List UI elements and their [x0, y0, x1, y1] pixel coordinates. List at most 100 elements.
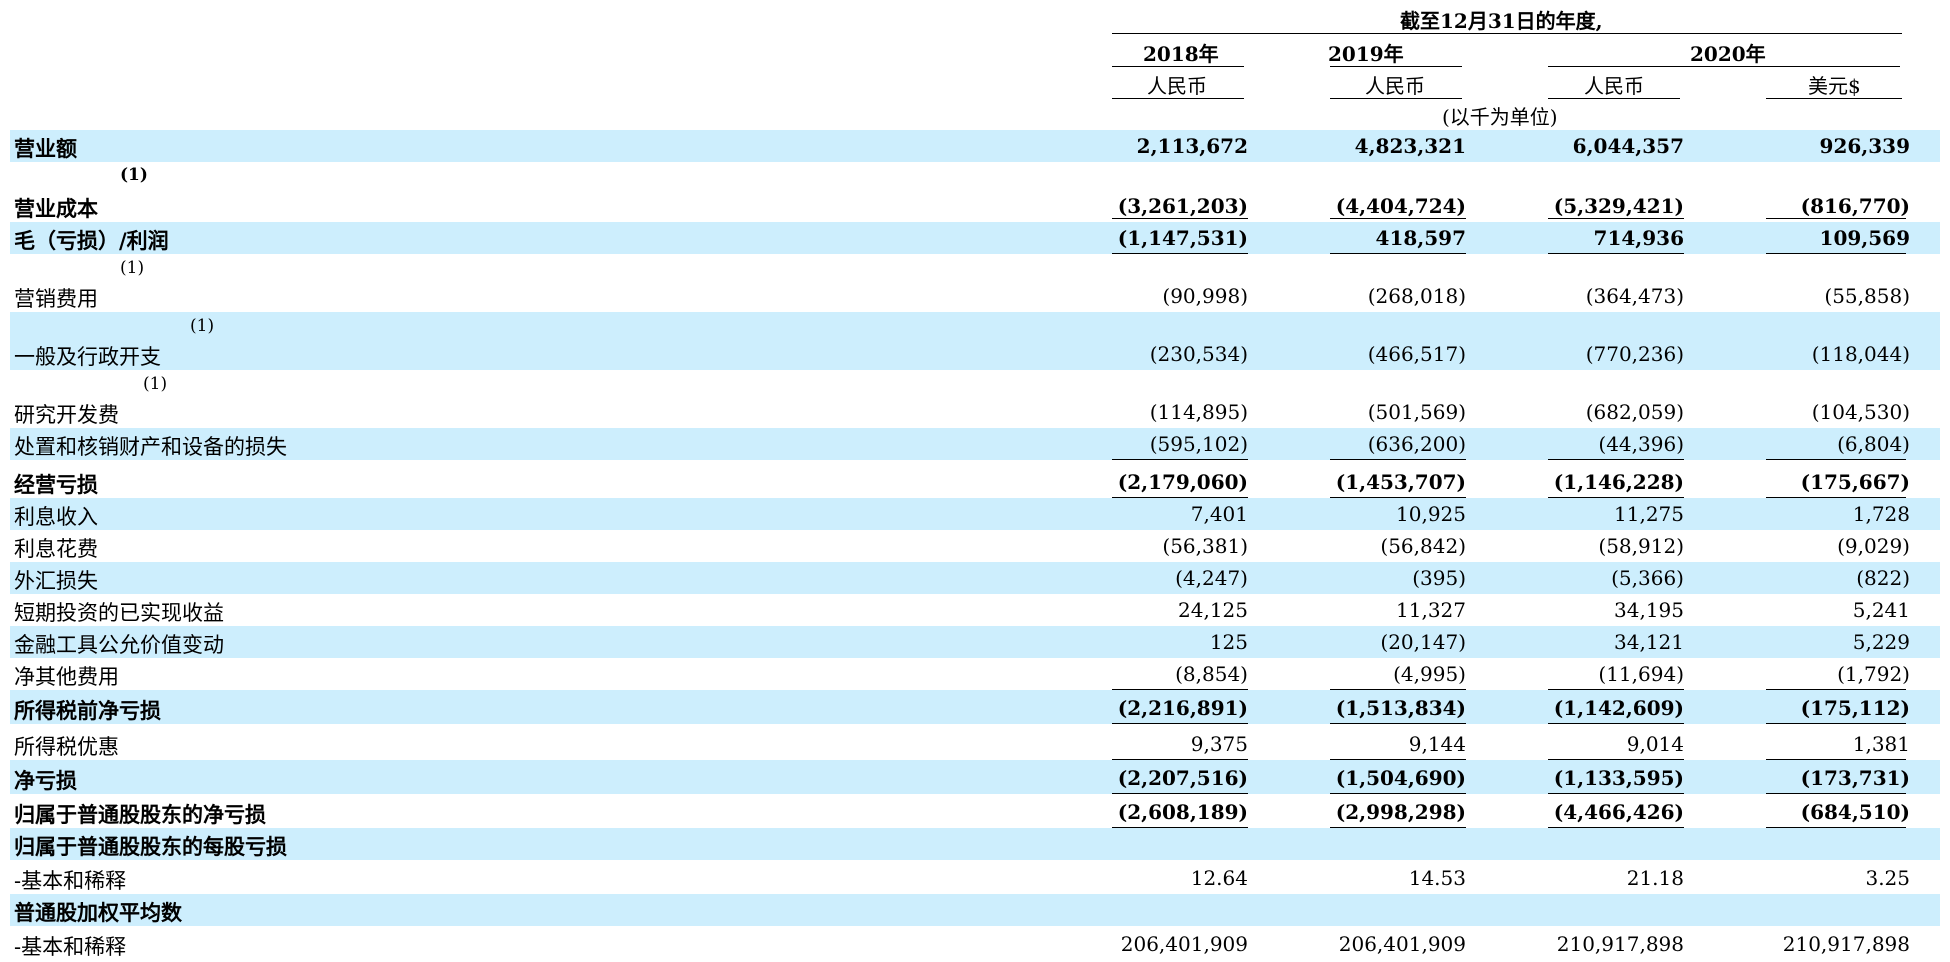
subtotal-rule: [1330, 723, 1466, 724]
currency-2020-usd: 美元$: [1808, 74, 1861, 98]
cell-value: (55,858): [1824, 284, 1910, 308]
row-label: 外汇损失: [14, 569, 98, 593]
row-label: 所得税优惠: [14, 735, 119, 759]
subtotal-rule: [1112, 253, 1248, 254]
subtotal-rule: [1548, 759, 1684, 760]
cell-value: (1,142,609): [1553, 696, 1684, 720]
cell-value: 714,936: [1593, 226, 1684, 250]
year-2020-underline: [1548, 66, 1900, 67]
cell-value: 34,195: [1614, 598, 1684, 622]
cell-value: (11,694): [1598, 662, 1684, 686]
cell-value: 418,597: [1375, 226, 1466, 250]
subtotal-rule: [1766, 459, 1906, 460]
cell-value: (5,366): [1611, 566, 1684, 590]
row-label: 利息收入: [14, 505, 98, 529]
cell-value: (364,473): [1585, 284, 1684, 308]
subtotal-rule: [1548, 459, 1684, 460]
cell-value: (56,381): [1162, 534, 1248, 558]
footnote-marker: (1): [120, 165, 148, 185]
cell-value: (44,396): [1598, 432, 1684, 456]
subtotal-rule: [1112, 689, 1248, 690]
cell-value: 125: [1209, 630, 1248, 654]
year-2018: 2018年: [1143, 42, 1219, 66]
cell-value: (822): [1856, 566, 1910, 590]
row-label: 归属于普通股股东的净亏损: [14, 802, 266, 827]
cell-value: 1,381: [1852, 732, 1910, 756]
subtotal-rule: [1766, 218, 1906, 219]
subtotal-rule: [1112, 827, 1248, 828]
cell-value: 6,044,357: [1572, 134, 1684, 158]
year-2019: 2019年: [1328, 42, 1404, 66]
table-row: 外汇损失: [10, 562, 1940, 594]
footnote-marker: (1): [143, 374, 168, 394]
row-label: 研究开发费: [14, 403, 119, 427]
cell-value: (466,517): [1367, 342, 1466, 366]
cell-value: 34,121: [1614, 630, 1684, 654]
table-row: 处置和核销财产和设备的损失: [10, 428, 1940, 460]
cell-value: (4,404,724): [1335, 194, 1466, 218]
cell-value: 1,728: [1852, 502, 1910, 526]
row-label: 短期投资的已实现收益: [14, 601, 224, 625]
period-title: 截至12月31日的年度,: [1400, 9, 1603, 33]
cell-value: (2,207,516): [1117, 766, 1248, 790]
cell-value: 109,569: [1819, 226, 1910, 250]
table-row: 金融工具公允价值变动: [10, 626, 1940, 658]
row-label: 所得税前净亏损: [14, 698, 161, 723]
cell-value: 4,823,321: [1354, 134, 1466, 158]
year-2020: 2020年: [1690, 42, 1766, 66]
table-row: 营业成本: [10, 162, 1940, 222]
subtotal-rule: [1112, 497, 1248, 498]
subtotal-rule: [1766, 253, 1906, 254]
table-row: 利息花费: [10, 530, 1940, 562]
row-label: 一般及行政开支: [14, 345, 161, 369]
table-row: 毛（亏损）/利润: [10, 222, 1940, 254]
table-row: 所得税前净亏损: [10, 690, 1940, 724]
cell-value: 12.64: [1190, 866, 1248, 890]
table-row: -基本和稀释: [10, 926, 1940, 960]
cell-value: 11,327: [1396, 598, 1466, 622]
subtotal-rule: [1112, 759, 1248, 760]
cell-value: (684,510): [1800, 800, 1910, 824]
cell-value: (2,216,891): [1117, 696, 1248, 720]
cell-value: (1,147,531): [1117, 226, 1248, 250]
cell-value: 2,113,672: [1136, 134, 1248, 158]
table-row: 归属于普通股股东的净亏损: [10, 794, 1940, 828]
subtotal-rule: [1548, 497, 1684, 498]
subtotal-rule: [1330, 827, 1466, 828]
cell-value: (1,146,228): [1553, 470, 1684, 494]
cell-value: (6,804): [1837, 432, 1910, 456]
currency-2018: 人民币: [1147, 74, 1207, 98]
cell-value: (56,842): [1380, 534, 1466, 558]
cell-value: (816,770): [1800, 194, 1910, 218]
table-row: 归属于普通股股东的每股亏损: [10, 828, 1940, 860]
cell-value: (8,854): [1175, 662, 1248, 686]
cell-value: (4,466,426): [1553, 800, 1684, 824]
cell-value: (114,895): [1149, 400, 1248, 424]
cell-value: 206,401,909: [1338, 932, 1466, 956]
subtotal-rule: [1766, 759, 1906, 760]
subtotal-rule: [1766, 723, 1906, 724]
cell-value: (1,133,595): [1553, 766, 1684, 790]
table-row: 短期投资的已实现收益: [10, 594, 1940, 626]
cell-value: (175,112): [1800, 696, 1910, 720]
row-label: 毛（亏损）/利润: [14, 228, 169, 253]
subtotal-rule: [1548, 723, 1684, 724]
table-row: 经营亏损: [10, 460, 1940, 498]
year-2018-underline: [1112, 66, 1244, 67]
cell-value: 7,401: [1190, 502, 1248, 526]
row-label: 处置和核销财产和设备的损失: [14, 435, 287, 459]
cell-value: (501,569): [1367, 400, 1466, 424]
table-row: 营销费用: [10, 254, 1940, 312]
cell-value: 11,275: [1614, 502, 1684, 526]
subtotal-rule: [1112, 723, 1248, 724]
cell-value: (3,261,203): [1117, 194, 1248, 218]
table-row: 净亏损: [10, 760, 1940, 794]
subtotal-rule: [1330, 759, 1466, 760]
cell-value: (230,534): [1149, 342, 1248, 366]
table-row: 普通股加权平均数: [10, 894, 1940, 926]
row-label: -基本和稀释: [14, 869, 127, 893]
currency-2019: 人民币: [1365, 74, 1425, 98]
cell-value: (395): [1412, 566, 1466, 590]
currency-2020-usd-underline: [1766, 98, 1902, 99]
subtotal-rule: [1330, 497, 1466, 498]
